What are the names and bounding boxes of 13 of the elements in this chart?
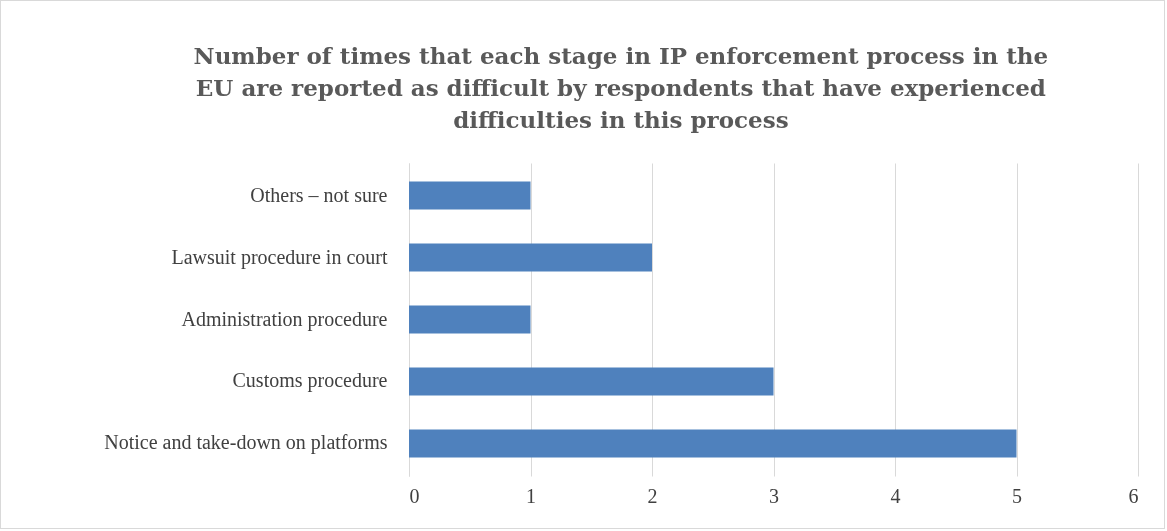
x-tick-label: 1 <box>526 484 536 507</box>
chart-title: Number of times that each stage in IP enforcement process in the EU are reported as difficult by respondents that have experienced difficulties in this process <box>193 42 1049 133</box>
y-tick-label: Notice and take-down on platforms <box>104 431 388 455</box>
x-tick-label: 5 <box>1012 484 1022 507</box>
y-tick-label: Lawsuit procedure in court <box>171 245 388 269</box>
x-tick-label: 3 <box>769 484 779 507</box>
y-tick-label: Customs procedure <box>232 369 388 393</box>
x-tick-label: 2 <box>647 484 658 507</box>
x-tick-label: 0 <box>409 484 420 507</box>
y-tick-label: Others – not sure <box>250 183 388 206</box>
x-tick-label: 4 <box>890 484 901 507</box>
y-tick-label: Administration procedure <box>181 307 388 331</box>
x-tick-label: 6 <box>1128 484 1139 507</box>
